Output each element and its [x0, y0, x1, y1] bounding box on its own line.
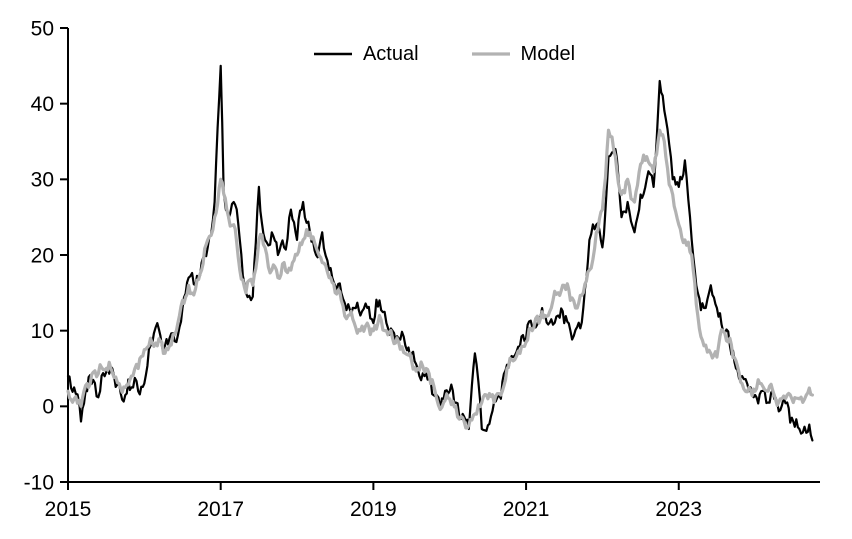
x-tick-label: 2019: [350, 498, 397, 521]
y-tick-label: 30: [31, 169, 54, 192]
y-tick-label: 20: [31, 244, 54, 267]
x-tick-label: 2015: [45, 498, 92, 521]
x-tick-label: 2021: [503, 498, 550, 521]
y-tick-label: 0: [42, 396, 54, 419]
actual-series-line: [66, 64, 814, 442]
y-tick-label: 40: [31, 93, 54, 116]
model-series-line: [66, 128, 815, 430]
y-tick-label: 10: [31, 320, 54, 343]
x-tick-label: 2017: [197, 498, 244, 521]
y-tick-label: 50: [31, 17, 54, 40]
y-tick-label: -10: [24, 471, 54, 494]
x-tick-label: 2023: [655, 498, 702, 521]
